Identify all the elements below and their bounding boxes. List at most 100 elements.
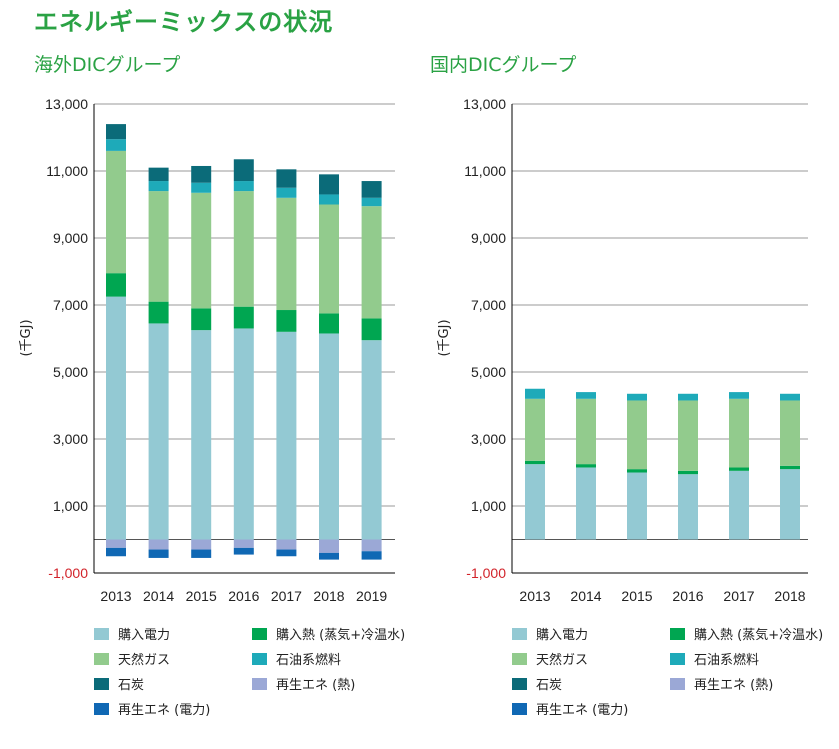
x-tick-label: 2014 [570,588,601,604]
bar-segment [361,206,382,319]
bar-segment [191,330,212,540]
bar-segment [106,124,126,140]
bar-segment [191,308,212,331]
bar-segment [276,549,297,557]
y-tick-label: 3,000 [471,431,506,447]
bar-segment [361,197,382,207]
bar-segment [678,400,698,471]
bar-segment [106,139,126,151]
bar-segment [729,467,749,471]
y-tick-label: 9,000 [471,230,506,246]
bar-segment [576,398,596,465]
y-tick-label: 1,000 [471,498,506,514]
bar-segment [678,474,698,540]
bar-segment [627,469,647,473]
bar-segment [780,400,800,466]
x-tick-label: 2019 [356,588,387,604]
bar-segment [276,331,297,540]
bar-segment [276,197,297,311]
bar-segment [148,167,169,182]
x-tick-label: 2016 [228,588,259,604]
legend-swatch [670,677,685,690]
bar-segment [233,159,254,182]
legend-swatch [94,702,109,715]
chart-domestic: -1,000 1,000 3,000 5,000 7,000 9,000 11,000 13,… [437,96,808,604]
legend-item: 購入熱 (蒸気+冷温水) [670,624,823,643]
legend-label: 購入熱 (蒸気+冷温水) [276,628,406,643]
x-tick-label: 2015 [186,588,217,604]
legend-domestic: 購入電力 購入熱 (蒸気+冷温水) 天然ガス 石油系燃料 石炭 再生エネ (熱) 再生エネ … [512,624,839,724]
chart-title-domestic: 国内DICグループ [430,54,577,76]
bar-segment [361,340,382,540]
bar-segment [148,539,169,550]
bar-segment [729,470,749,540]
legend-label: 石油系燃料 [276,653,342,668]
bar-segment [106,547,126,557]
bar-segment [361,551,382,560]
legend-item: 購入電力 [512,624,588,643]
bar-segment [361,318,382,341]
bar-segment [106,273,126,297]
legend-swatch [252,627,267,640]
legend-item: 購入電力 [94,624,170,643]
legend-swatch [670,652,685,665]
legend-swatch [512,702,527,715]
legend-item: 購入熱 (蒸気+冷温水) [252,624,405,643]
x-tick-label: 2018 [774,588,805,604]
bar-segment [233,328,254,540]
x-tick-label: 2017 [723,588,754,604]
y-tick-label: 9,000 [53,230,88,246]
bar-segment [148,191,169,302]
bar-segment [106,539,126,548]
legend-label: 再生エネ (電力) [536,703,629,718]
x-tick-label: 2018 [313,588,344,604]
y-tick-label: 11,000 [46,163,88,179]
y-tick-label: 5,000 [53,364,88,380]
bar-segment [525,388,545,399]
y-axis-label: (千GJ) [19,319,34,356]
chart-title-overseas: 海外DICグループ [34,54,181,76]
legend-swatch [94,677,109,690]
bar-segment [627,393,647,401]
bar-segment [361,181,382,198]
legend-swatch [512,627,527,640]
legend-swatch [512,677,527,690]
y-tick-label: 1,000 [53,498,88,514]
y-tick-label: 7,000 [471,297,506,313]
bar-segment [780,393,800,401]
legend-label: 再生エネ (熱) [694,678,774,693]
bar-segment [319,313,339,334]
bar-segment [780,465,800,470]
bar-segment [678,470,698,475]
legend-item: 石炭 [94,674,144,693]
bar-segment [576,392,596,399]
chart-overseas: -1,000 1,000 3,000 5,000 7,000 9,000 11,000 13,… [19,96,395,604]
bar-segment [148,181,169,192]
legend-label: 再生エネ (電力) [118,703,211,718]
legend-label: 天然ガス [536,653,589,668]
legend-label: 天然ガス [118,653,171,668]
legend-item: 石油系燃料 [670,649,759,668]
bar-segment [576,467,596,540]
bar-segment [678,393,698,401]
bar-segment [319,539,339,553]
y-tick-label: 13,000 [45,96,88,112]
bar-segment [627,400,647,470]
bar-segment [233,539,254,548]
y-tick-label: -1,000 [48,565,88,581]
x-tick-label: 2015 [621,588,652,604]
bar-segment [106,296,126,540]
bar-segment [525,464,545,540]
legend-item: 再生エネ (電力) [512,699,628,718]
legend-label: 再生エネ (熱) [276,678,356,693]
bar-segment [319,333,339,540]
legend-swatch [512,652,527,665]
bar-segment [627,472,647,540]
page-title: エネルギーミックスの状況 [34,8,334,36]
legend-item: 天然ガス [512,649,588,668]
bar-segment [233,191,254,307]
legend-item: 再生エネ (熱) [670,674,773,693]
legend-swatch [252,652,267,665]
bar-segment [276,539,297,550]
bar-segment [319,552,339,560]
